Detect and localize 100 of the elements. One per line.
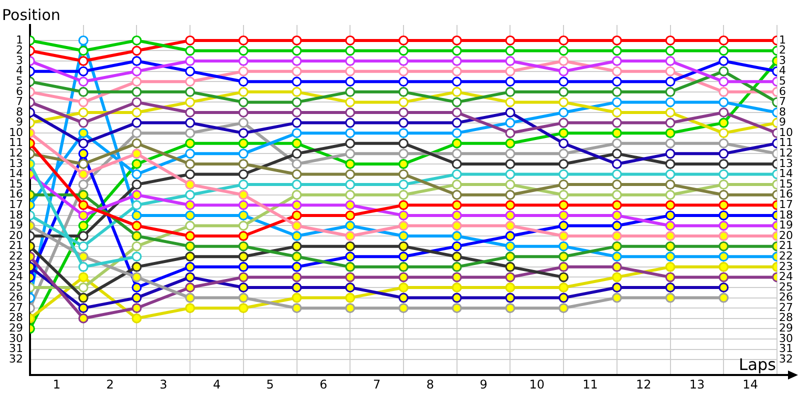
point	[665, 86, 676, 97]
point	[132, 66, 142, 76]
point	[612, 180, 622, 190]
point	[612, 272, 622, 282]
point	[345, 241, 356, 252]
x-tick-label: 14	[742, 377, 758, 392]
point	[185, 252, 196, 262]
point	[452, 220, 462, 231]
point	[452, 148, 462, 159]
point	[132, 97, 142, 108]
point	[292, 210, 302, 220]
point	[718, 282, 729, 292]
point	[238, 210, 248, 220]
point	[505, 86, 516, 97]
point	[78, 200, 88, 210]
x-tick-label: 12	[636, 377, 652, 392]
point	[718, 76, 729, 87]
point	[398, 241, 408, 252]
point	[238, 292, 248, 303]
point	[185, 282, 196, 292]
point	[292, 97, 302, 108]
point	[185, 138, 196, 148]
point	[78, 76, 88, 87]
point	[292, 118, 302, 128]
point	[185, 128, 196, 138]
point	[185, 303, 196, 314]
point	[718, 200, 729, 210]
point	[505, 158, 516, 169]
point	[612, 241, 622, 252]
point	[238, 190, 248, 200]
point	[665, 200, 676, 210]
point	[78, 303, 88, 314]
point	[238, 158, 248, 169]
point	[612, 190, 622, 200]
point	[558, 272, 569, 282]
point	[345, 66, 356, 76]
point	[238, 231, 248, 242]
point	[78, 241, 88, 252]
point	[665, 252, 676, 262]
point	[505, 97, 516, 108]
point	[78, 190, 88, 200]
point	[718, 56, 729, 66]
point	[665, 66, 676, 76]
point	[132, 220, 142, 231]
point	[185, 148, 196, 159]
point	[505, 241, 516, 252]
point	[398, 200, 408, 210]
y2-tick-label: 23	[779, 260, 793, 273]
point	[452, 158, 462, 169]
x-tick-label: 4	[212, 377, 221, 392]
point	[398, 108, 408, 118]
point	[505, 128, 516, 138]
point	[238, 169, 248, 180]
point	[398, 231, 408, 242]
point	[612, 108, 622, 118]
point	[505, 169, 516, 180]
point	[558, 220, 569, 231]
point	[238, 66, 248, 76]
point	[132, 210, 142, 220]
point	[558, 190, 569, 200]
point	[345, 128, 356, 138]
point	[665, 292, 676, 303]
point	[612, 138, 622, 148]
point	[78, 262, 88, 272]
point	[718, 118, 729, 128]
point	[292, 262, 302, 272]
point	[78, 272, 88, 282]
point	[292, 128, 302, 138]
point	[398, 66, 408, 76]
point	[452, 241, 462, 252]
point	[345, 180, 356, 190]
point	[718, 180, 729, 190]
point	[558, 66, 569, 76]
point	[292, 158, 302, 169]
point	[558, 169, 569, 180]
point	[505, 231, 516, 242]
point	[612, 200, 622, 210]
point	[292, 35, 302, 46]
point	[452, 76, 462, 87]
point	[718, 292, 729, 303]
point	[292, 252, 302, 262]
point	[398, 220, 408, 231]
point	[505, 262, 516, 272]
point	[665, 76, 676, 87]
point	[292, 282, 302, 292]
point	[238, 220, 248, 231]
point	[292, 46, 302, 56]
point	[292, 56, 302, 66]
point	[612, 46, 622, 56]
point	[292, 148, 302, 159]
point	[78, 292, 88, 303]
point	[238, 128, 248, 138]
point	[292, 231, 302, 242]
point	[132, 148, 142, 159]
point	[398, 118, 408, 128]
point	[132, 272, 142, 282]
point	[558, 35, 569, 46]
point	[505, 272, 516, 282]
point	[132, 108, 142, 118]
point	[185, 56, 196, 66]
